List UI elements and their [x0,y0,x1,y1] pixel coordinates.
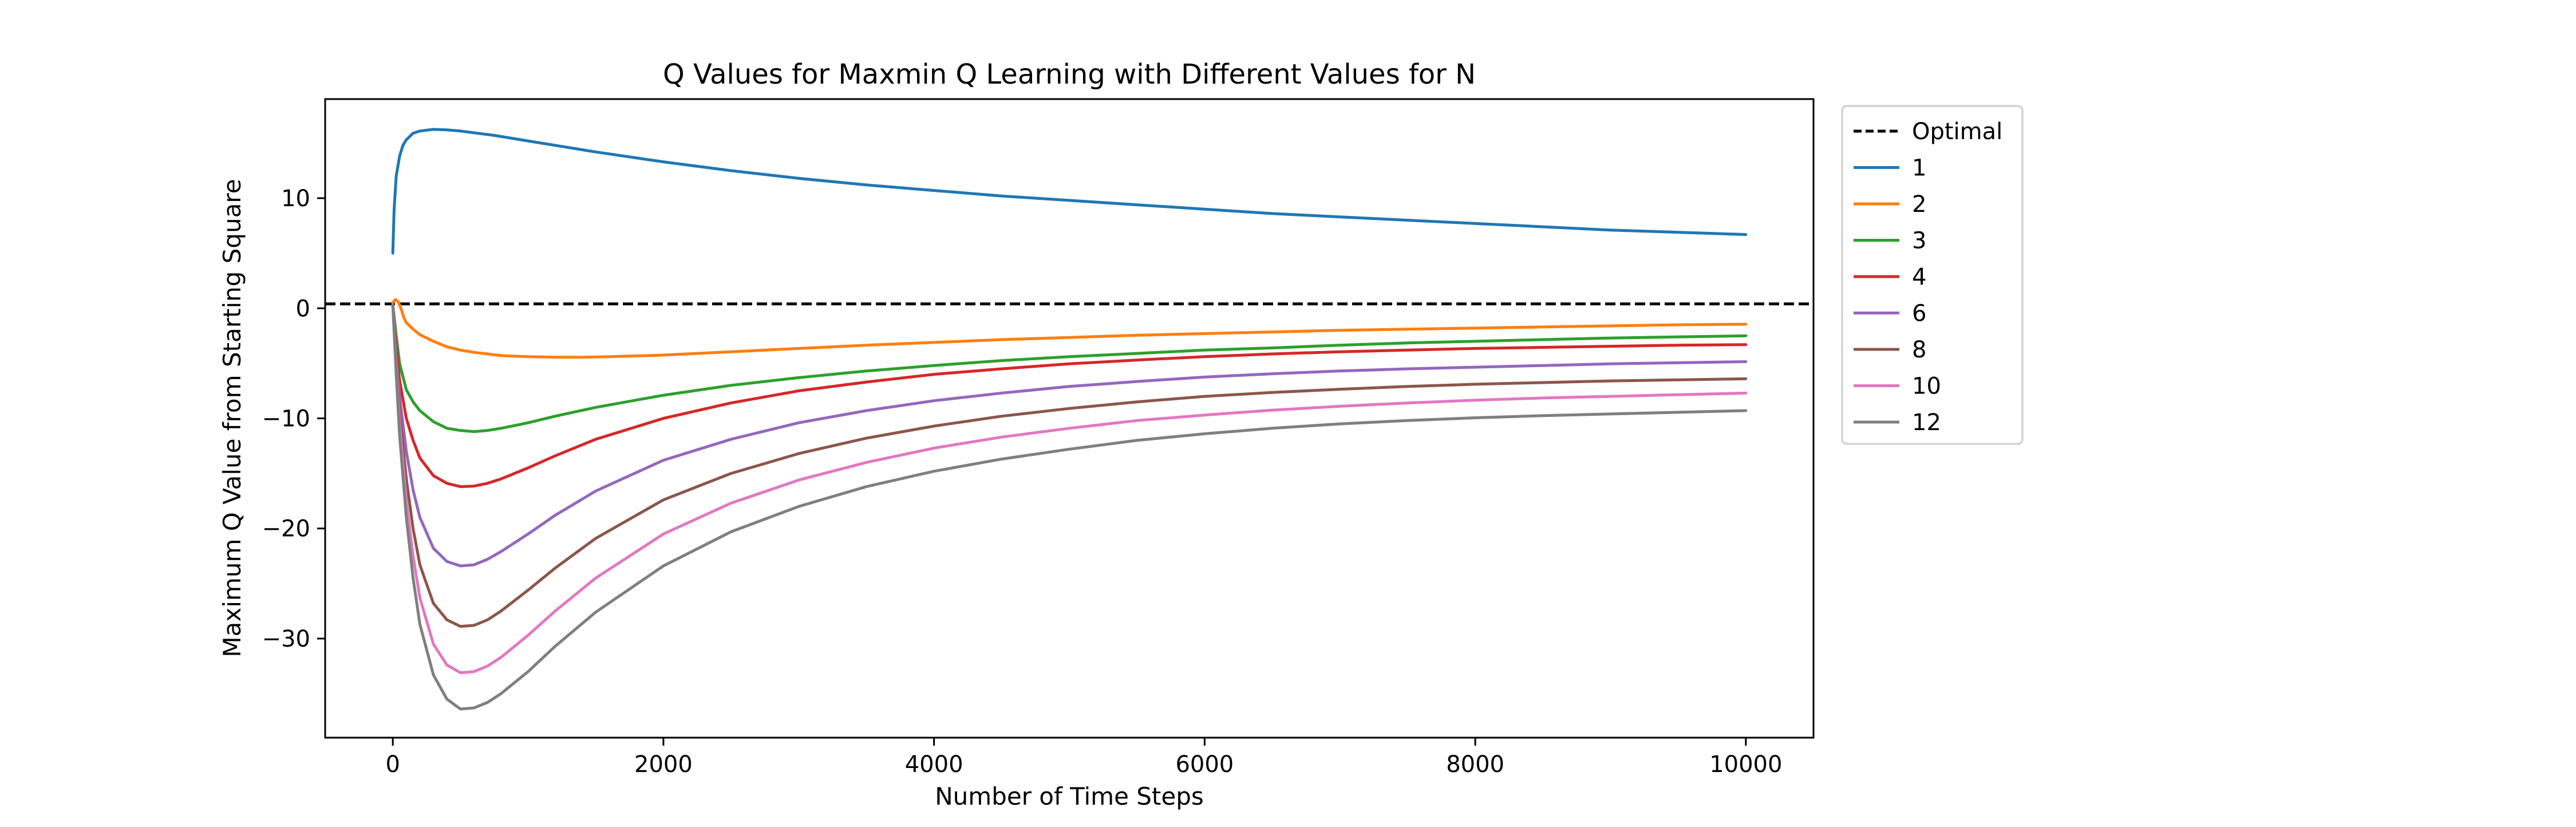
legend-label-6: 6 [1912,301,1926,327]
x-axis: 0 2000 4000 6000 8000 10000 [385,738,1782,778]
series-line-1 [391,128,1748,255]
series-line-6 [391,304,1748,568]
y-tick-label: 0 [296,296,310,322]
x-axis-label: Number of Time Steps [935,782,1204,810]
series-line-12 [391,304,1748,711]
y-axis: 10 0 −10 −20 −30 [262,186,325,652]
series-line-3 [391,304,1748,434]
legend-label-8: 8 [1912,337,1926,363]
y-tick-label: 10 [281,186,310,212]
series-line-10 [391,304,1748,675]
legend-label-10: 10 [1912,373,1941,400]
x-tick-label: 2000 [634,751,693,778]
y-tick-label: −10 [262,406,310,432]
legend-label-12: 12 [1912,409,1941,436]
plot-frame [324,98,1815,739]
x-tick-label: 6000 [1175,751,1234,778]
legend-box [1841,105,2024,445]
y-axis-label: Maximum Q Value from Starting Square [218,179,246,657]
y-tick-label: −30 [262,626,310,652]
legend-label-4: 4 [1912,264,1926,290]
series-line-2 [391,298,1748,359]
x-tick-label: 8000 [1446,751,1504,778]
legend-label-3: 3 [1912,228,1926,254]
chart-title: Q Values for Maxmin Q Learning with Diff… [663,58,1476,90]
x-tick-label: 4000 [905,751,963,778]
series-line-8 [391,304,1748,628]
series-layer [325,128,1814,711]
legend-label-1: 1 [1912,155,1926,182]
series-line-4 [391,304,1748,489]
legend-label-2: 2 [1912,191,1926,218]
x-tick-label: 0 [385,751,400,778]
legend-label-optimal: Optimal [1912,119,2002,145]
x-tick-label: 10000 [1709,751,1782,778]
y-tick-label: −20 [262,516,310,542]
